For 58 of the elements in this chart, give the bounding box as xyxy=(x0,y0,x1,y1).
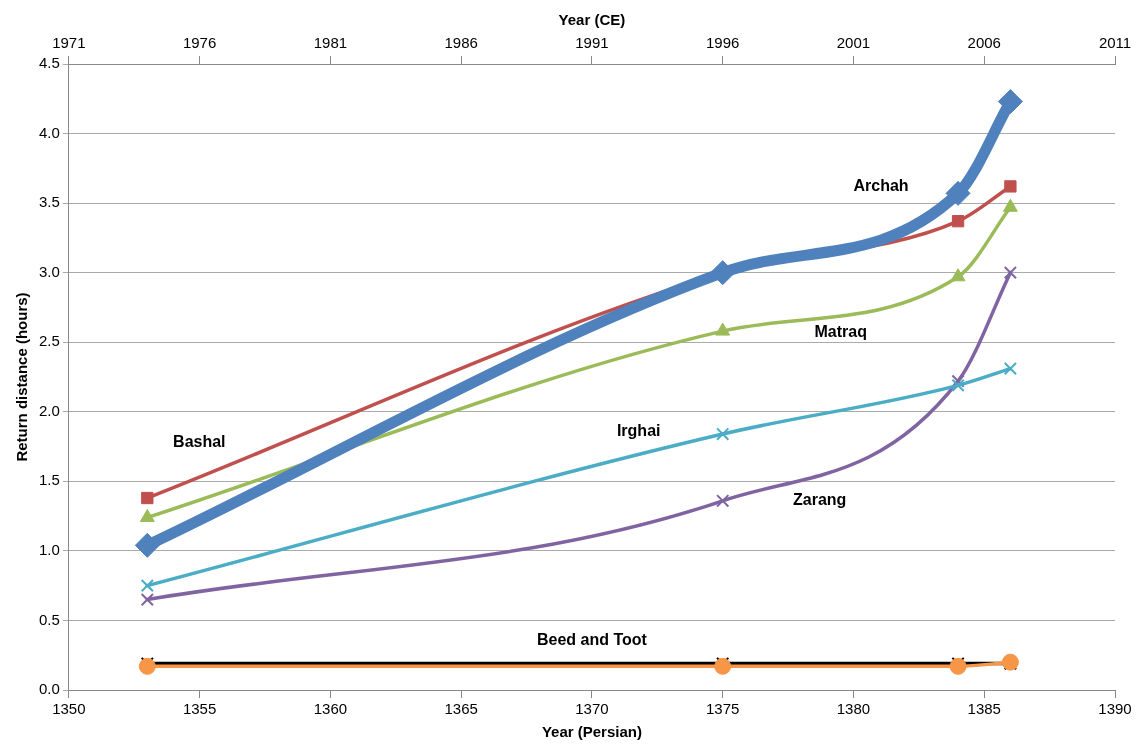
series-label: Irghai xyxy=(616,422,661,440)
point xyxy=(951,374,965,388)
x-tick-label: 1355 xyxy=(182,700,217,718)
x-tick-label: 1380 xyxy=(836,700,871,718)
point xyxy=(1004,180,1017,193)
x2-tick-label: 1996 xyxy=(706,34,740,52)
x2-tick-label: 2011 xyxy=(1098,34,1132,52)
point xyxy=(950,268,966,282)
point xyxy=(138,657,156,675)
point xyxy=(1003,362,1018,376)
series-label: Matraq xyxy=(814,323,867,341)
point xyxy=(997,89,1023,115)
x-tick-label: 1375 xyxy=(706,700,740,718)
x-tick-label: 1385 xyxy=(967,700,1001,718)
point xyxy=(710,260,736,286)
point xyxy=(951,215,965,228)
point xyxy=(951,378,965,392)
x-tick-label: 1370 xyxy=(575,700,609,718)
point xyxy=(714,657,732,675)
y-axis-title: Return distance (hours) xyxy=(13,292,31,462)
y-tick-label: 0.0 xyxy=(38,680,60,698)
y-tick-label: 2.5 xyxy=(38,332,60,350)
x2-tick-label: 1986 xyxy=(444,34,478,52)
x-axis-title: Year (Persian) xyxy=(541,723,642,741)
annotation: Beed and Toot xyxy=(536,630,648,648)
y-tick-label: 3.5 xyxy=(38,193,60,211)
y-tick-label: 0.5 xyxy=(38,610,60,628)
x2-axis-title: Year (CE) xyxy=(558,11,626,29)
point xyxy=(134,532,160,558)
x-tick-label: 1360 xyxy=(313,700,348,718)
y-tick-label: 1.5 xyxy=(38,471,60,489)
x2-tick-label: 1976 xyxy=(182,34,217,52)
x2-tick-label: 2001 xyxy=(836,34,871,52)
y-tick-label: 2.0 xyxy=(38,401,60,419)
y-tick-label: 4.5 xyxy=(38,54,60,72)
point xyxy=(1003,266,1018,280)
point xyxy=(141,491,154,505)
point xyxy=(140,592,154,607)
x2-tick-label: 1991 xyxy=(575,34,609,52)
point xyxy=(949,657,967,675)
y-tick-label: 3.0 xyxy=(38,262,60,280)
series-label: Bashal xyxy=(173,433,226,451)
point xyxy=(945,180,971,206)
x-tick-label: 1350 xyxy=(52,700,86,718)
point xyxy=(715,322,731,336)
x2-tick-label: 2006 xyxy=(967,34,1001,52)
y-tick-label: 4.0 xyxy=(38,123,60,141)
y-tick-label: 1.0 xyxy=(38,541,60,559)
x2-tick-label: 1981 xyxy=(313,34,348,52)
point xyxy=(139,509,155,522)
point xyxy=(716,494,730,508)
point xyxy=(140,579,154,593)
x-tick-label: 1365 xyxy=(444,700,478,718)
x2-tick-label: 1971 xyxy=(52,34,86,52)
point xyxy=(716,427,730,441)
x-tick-label: 1390 xyxy=(1098,700,1132,718)
series-label: Zarang xyxy=(793,491,847,509)
series-label: Archah xyxy=(853,176,909,194)
